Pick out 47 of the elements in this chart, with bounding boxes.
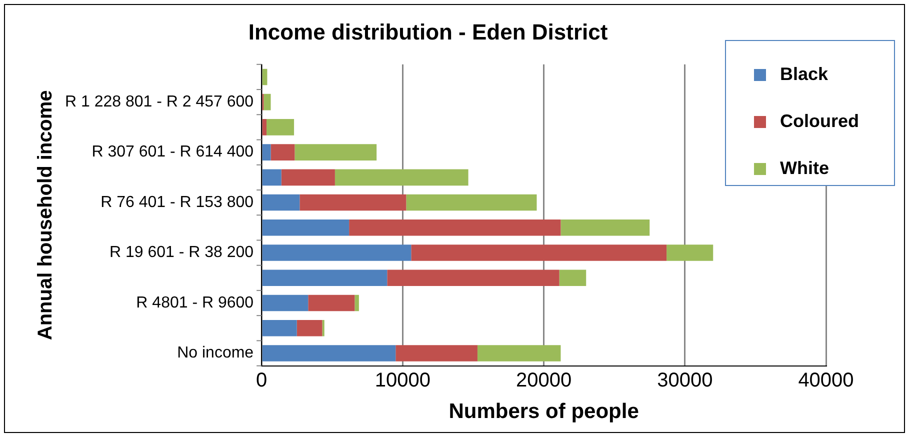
bar <box>308 294 355 312</box>
bar <box>270 144 295 160</box>
bar <box>354 294 359 312</box>
bar <box>300 194 406 211</box>
bar <box>411 244 667 261</box>
bar <box>666 244 714 261</box>
bar <box>396 345 478 362</box>
bar <box>262 270 388 286</box>
bar <box>266 119 294 136</box>
bar <box>406 194 537 211</box>
bar <box>262 345 396 362</box>
bar <box>296 320 322 336</box>
bar <box>262 194 300 211</box>
x-tick-label: 20000 <box>516 369 572 392</box>
bar <box>262 144 271 160</box>
x-axis-title: Numbers of people <box>448 400 639 424</box>
bar <box>262 68 268 86</box>
legend-label: White <box>780 158 829 179</box>
chart-title: Income distribution - Eden District <box>248 19 608 44</box>
legend-label: Coloured <box>780 111 859 132</box>
y-axis-title: Annual household income <box>34 90 57 340</box>
bar <box>264 94 271 110</box>
y-tick-label: R 1 228 801 - R 2 457 600 <box>65 93 254 110</box>
x-tick-label: 40000 <box>798 369 854 392</box>
bar <box>262 169 282 186</box>
y-tick-label: R 76 401 - R 153 800 <box>100 194 254 211</box>
y-tick-label: R 307 601 - R 614 400 <box>92 144 254 161</box>
bar <box>559 270 586 286</box>
bar <box>262 119 267 136</box>
bar <box>334 169 468 186</box>
x-tick-label: 30000 <box>657 369 713 392</box>
legend-label: Black <box>780 64 828 85</box>
bar <box>262 320 297 336</box>
y-tick-label: R 19 601 - R 38 200 <box>109 244 254 262</box>
x-tick-label: 0 <box>256 369 268 392</box>
bar <box>477 345 561 362</box>
x-tick-label: 10000 <box>374 369 430 392</box>
bar <box>262 294 308 312</box>
bar <box>262 244 412 261</box>
bar <box>281 169 335 186</box>
bar <box>349 220 561 236</box>
y-tick-label: No income <box>177 344 254 362</box>
y-tick-label: R 4801 - R 9600 <box>136 294 254 312</box>
bar <box>262 220 350 236</box>
bar <box>560 220 650 236</box>
bar <box>294 144 377 160</box>
bar <box>387 270 560 286</box>
